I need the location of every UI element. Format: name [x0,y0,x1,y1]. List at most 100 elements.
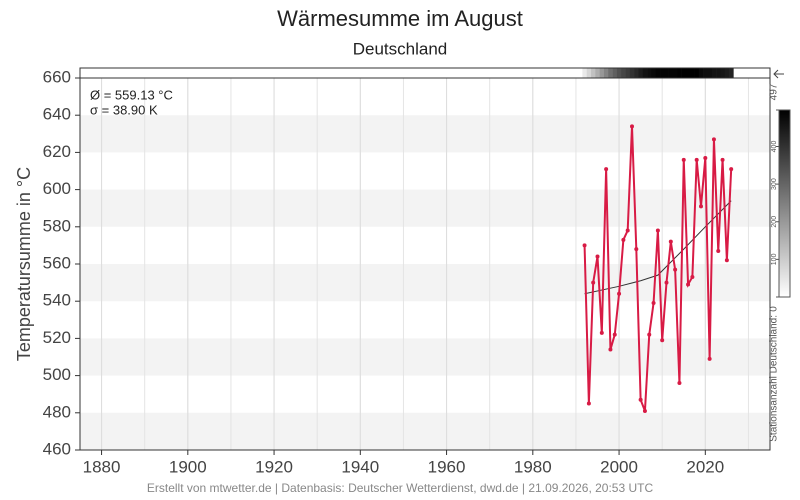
chart-subtitle: Deutschland [353,39,448,58]
station-cell [591,68,596,78]
point [703,155,708,160]
station-cell [677,68,682,78]
station-cell [603,68,609,78]
y-tick-label: 520 [43,328,71,347]
point [655,228,660,233]
colorbar-tick-label: 200 [771,216,778,228]
station-cell [672,68,678,78]
station-cell [668,68,674,78]
chart-title: Wärmesumme im August [277,6,523,31]
point [720,157,725,162]
x-tick-label: 2000 [600,457,638,476]
point [647,332,652,337]
point [617,291,622,296]
point [621,237,626,242]
y-tick-label: 560 [43,253,71,272]
station-cell [690,68,695,78]
station-cell [599,68,605,78]
annotation: σ = 38.90 K [90,102,158,117]
point [681,157,686,162]
station-cell [638,68,644,78]
x-tick-label: 1920 [255,457,293,476]
grid-band [80,412,770,450]
point [690,275,695,280]
station-cell [698,68,704,78]
point [638,397,643,402]
annotation: Ø = 559.13 °C [90,87,173,102]
plot-frame [79,67,771,451]
station-cell [711,68,717,78]
point [707,356,712,361]
station-cell [621,68,626,78]
colorbar-tick-label: 100 [771,253,778,265]
y-axis-label: Temperatursumme in °C [14,167,34,361]
station-cell [724,68,730,78]
station-cell [647,68,652,78]
point [686,282,691,287]
point [582,243,587,248]
y-tick-label: 620 [43,142,71,161]
point [630,124,634,129]
station-cell [586,68,592,78]
station-cell [651,68,657,78]
point [694,157,699,162]
point [660,338,665,343]
y-tick-label: 600 [43,179,71,198]
station-cell [612,68,618,78]
station-cell [664,68,669,78]
grid-band [80,189,770,227]
colorbar-tick-label: 0 [769,306,780,312]
point [634,247,639,252]
grid-band [80,338,770,376]
y-tick-label: 660 [43,67,71,86]
point [651,301,656,306]
y-tick-label: 540 [43,291,71,310]
station-cell [582,68,588,78]
y-tick-label: 500 [43,365,71,384]
station-cell [716,68,721,78]
point [711,137,716,142]
station-cell [642,68,648,78]
station-cell [634,68,639,78]
point [729,167,734,172]
x-tick-label: 1940 [341,457,379,476]
point [599,330,604,335]
x-tick-label: 2020 [686,457,724,476]
station-cell [703,68,708,78]
point [664,280,669,285]
x-tick-label: 1960 [428,457,466,476]
colorbar-tick-label: 300 [771,178,778,190]
y-tick-label: 460 [43,439,71,458]
station-cell [707,68,713,78]
footer: Erstellt von mtwetter.de | Datenbasis: D… [147,481,654,495]
arrow-icon [773,69,784,79]
station-cell [616,68,622,78]
station-cell [608,68,613,78]
station-cell [629,68,635,78]
point [668,239,673,244]
station-cell [720,68,726,78]
point [625,228,630,233]
x-tick-label: 1980 [514,457,552,476]
station-cell [685,68,691,78]
station-cell [681,68,687,78]
point [677,381,682,386]
y-tick-label: 480 [43,402,71,421]
point [716,248,721,253]
point [673,267,678,272]
station-cell [660,68,665,78]
colorbar-label: Stationsanzahl Deutschland: [769,315,780,442]
station-cell [655,68,661,78]
station-cell [729,68,734,78]
point [612,332,617,337]
point [642,408,647,413]
station-cell [595,68,600,78]
station-cell [625,68,631,78]
x-tick-label: 1900 [169,457,207,476]
point [591,280,596,285]
point [724,258,729,263]
x-tick-label: 1880 [83,457,121,476]
colorbar-tick-label: 400 [771,141,778,153]
